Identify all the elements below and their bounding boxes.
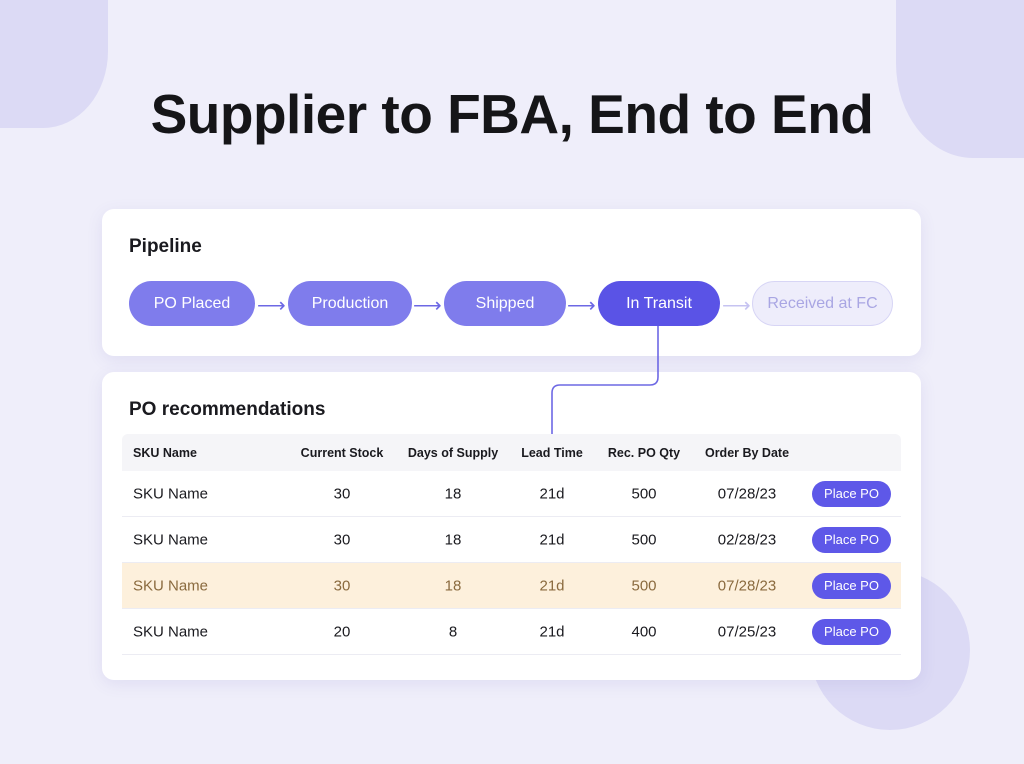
- cell-date: 07/28/23: [717, 577, 777, 594]
- cell-stock: 30: [333, 531, 351, 548]
- cell-date: 07/25/23: [717, 623, 777, 640]
- cell-stock: 30: [333, 485, 351, 502]
- col-days-of-supply: Days of Supply: [407, 445, 499, 460]
- col-sku: SKU Name: [133, 445, 197, 460]
- table-header: SKU Name Current Stock Days of Supply Le…: [122, 434, 901, 471]
- cell-lead: 21d: [539, 577, 565, 594]
- table-row: SKU Name 30 18 21d 500 02/28/23 Place PO: [122, 517, 901, 563]
- cell-sku: SKU Name: [133, 577, 209, 594]
- stage-production[interactable]: Production: [288, 281, 412, 326]
- stage-in-transit[interactable]: In Transit: [598, 281, 720, 326]
- cell-sku: SKU Name: [133, 485, 209, 502]
- page-title: Supplier to FBA, End to End: [150, 83, 874, 145]
- table-row: SKU Name 30 18 21d 500 07/28/23 Place PO: [122, 563, 901, 609]
- col-lead-time: Lead Time: [521, 445, 583, 460]
- col-current-stock: Current Stock: [300, 445, 384, 460]
- cell-lead: 21d: [539, 623, 565, 640]
- pipeline-heading: Pipeline: [129, 236, 202, 257]
- cell-days: 18: [444, 577, 462, 594]
- table-body: SKU Name 30 18 21d 500 07/28/23 Place PO SKU Na…: [122, 471, 901, 655]
- col-rec-po-qty: Rec. PO Qty: [607, 445, 681, 460]
- stage-received-at-fc[interactable]: Received at FC: [752, 281, 893, 326]
- cell-date: 07/28/23: [717, 485, 777, 502]
- cell-sku: SKU Name: [133, 623, 209, 640]
- cell-qty: 500: [631, 531, 657, 548]
- arrow-right-icon: ⟶: [257, 295, 286, 317]
- po-heading: PO recommendations: [129, 399, 326, 420]
- cell-days: 18: [444, 531, 462, 548]
- cell-days: 18: [444, 485, 462, 502]
- cell-date: 02/28/23: [717, 531, 777, 548]
- arrow-right-icon: ⟶: [722, 295, 751, 317]
- cell-stock: 20: [333, 623, 351, 640]
- table-row: SKU Name 20 8 21d 400 07/25/23 Place PO: [122, 609, 901, 655]
- stage-shipped[interactable]: Shipped: [444, 281, 566, 326]
- cell-qty: 400: [631, 623, 657, 640]
- cell-lead: 21d: [539, 531, 565, 548]
- table-row: SKU Name 30 18 21d 500 07/28/23 Place PO: [122, 471, 901, 517]
- cell-days: 8: [448, 623, 458, 640]
- stage-po-placed[interactable]: PO Placed: [129, 281, 255, 326]
- place-po-button[interactable]: Place PO: [812, 572, 891, 599]
- place-po-button[interactable]: Place PO: [812, 618, 891, 645]
- cell-stock: 30: [333, 577, 351, 594]
- col-order-by-date: Order By Date: [704, 445, 790, 460]
- cell-qty: 500: [631, 485, 657, 502]
- place-po-button[interactable]: Place PO: [812, 526, 891, 553]
- arrow-right-icon: ⟶: [567, 295, 596, 317]
- cell-lead: 21d: [539, 485, 565, 502]
- po-table: SKU Name Current Stock Days of Supply Le…: [122, 434, 901, 655]
- cell-qty: 500: [631, 577, 657, 594]
- place-po-button[interactable]: Place PO: [812, 480, 891, 507]
- po-recommendations-card: PO recommendations SKU Name Current Stoc…: [102, 372, 921, 680]
- arrow-right-icon: ⟶: [413, 295, 442, 317]
- pipeline-card: Pipeline PO Placed ⟶ Production ⟶ Shippe…: [102, 209, 921, 356]
- cell-sku: SKU Name: [133, 531, 209, 548]
